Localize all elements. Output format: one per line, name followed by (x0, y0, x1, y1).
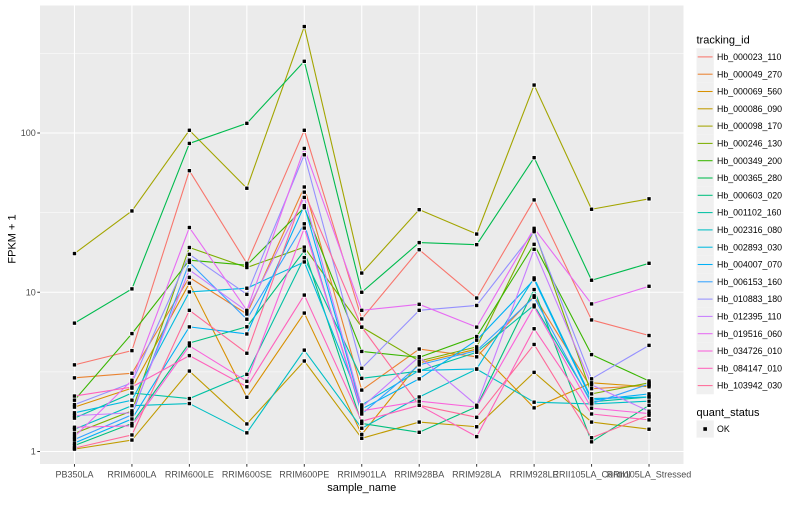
svg-text:Hb_012395_110: Hb_012395_110 (717, 312, 782, 322)
svg-text:FPKM + 1: FPKM + 1 (7, 214, 19, 263)
svg-text:Hb_000086_090: Hb_000086_090 (717, 104, 782, 114)
svg-text:RRIM600PE: RRIM600PE (279, 470, 329, 480)
svg-text:RRIM928BA: RRIM928BA (394, 470, 444, 480)
svg-text:RRIM901LA: RRIM901LA (337, 470, 386, 480)
svg-text:RRII105LA_Control: RRII105LA_Control (553, 470, 631, 480)
svg-text:Hb_000069_560: Hb_000069_560 (717, 87, 782, 97)
svg-text:RRIM600SE: RRIM600SE (222, 470, 272, 480)
svg-text:Hb_002893_030: Hb_002893_030 (717, 242, 782, 252)
svg-text:Hb_000098_170: Hb_000098_170 (717, 121, 782, 131)
svg-text:sample_name: sample_name (327, 482, 396, 494)
svg-text:Hb_001102_160: Hb_001102_160 (717, 208, 782, 218)
svg-text:OK: OK (717, 424, 730, 434)
svg-text:Hb_002316_080: Hb_002316_080 (717, 225, 782, 235)
svg-text:1: 1 (31, 447, 36, 457)
svg-text:Hb_010883_180: Hb_010883_180 (717, 294, 782, 304)
svg-text:RRII105LA_Stressed: RRII105LA_Stressed (607, 470, 692, 480)
svg-text:Hb_000603_020: Hb_000603_020 (717, 190, 782, 200)
svg-text:10: 10 (26, 287, 36, 297)
svg-text:Hb_000349_200: Hb_000349_200 (717, 156, 782, 166)
svg-text:Hb_000049_270: Hb_000049_270 (717, 69, 782, 79)
svg-text:Hb_000246_130: Hb_000246_130 (717, 139, 782, 149)
svg-text:RRIM928LE: RRIM928LE (510, 470, 559, 480)
svg-text:tracking_id: tracking_id (697, 35, 750, 47)
svg-text:100: 100 (21, 128, 36, 138)
svg-text:Hb_034726_010: Hb_034726_010 (717, 346, 782, 356)
svg-text:PB350LA: PB350LA (55, 470, 93, 480)
svg-text:Hb_084147_010: Hb_084147_010 (717, 363, 782, 373)
svg-text:RRIM600LA: RRIM600LA (107, 470, 156, 480)
svg-text:RRIM600LE: RRIM600LE (165, 470, 214, 480)
svg-text:Hb_006153_160: Hb_006153_160 (717, 277, 782, 287)
svg-text:Hb_000023_110: Hb_000023_110 (717, 52, 782, 62)
svg-text:Hb_103942_030: Hb_103942_030 (717, 381, 782, 391)
svg-text:RRIM928LA: RRIM928LA (452, 470, 501, 480)
svg-text:Hb_000365_280: Hb_000365_280 (717, 173, 782, 183)
svg-text:Hb_019516_060: Hb_019516_060 (717, 329, 782, 339)
svg-text:Hb_004007_070: Hb_004007_070 (717, 260, 782, 270)
svg-text:quant_status: quant_status (697, 407, 760, 419)
